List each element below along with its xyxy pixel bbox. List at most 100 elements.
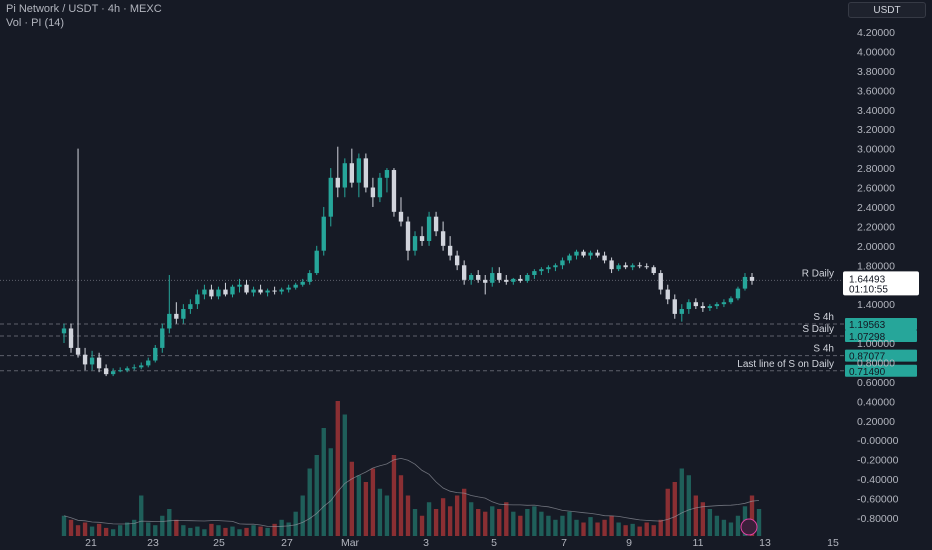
- level-price-tag: [845, 349, 917, 362]
- volume-bar: [714, 515, 720, 536]
- candle-body: [616, 265, 621, 270]
- volume-bar: [167, 509, 172, 536]
- volume-bar: [349, 461, 355, 536]
- candle-body: [454, 255, 460, 266]
- candle-body: [110, 371, 116, 375]
- volume-bar: [377, 488, 383, 536]
- candle-body: [82, 354, 88, 365]
- volume-bar: [405, 495, 411, 536]
- level-price-tag: [845, 318, 917, 331]
- volume-bar: [209, 523, 214, 536]
- volume-bar: [391, 455, 397, 536]
- candle-body: [525, 275, 530, 281]
- candle-body: [518, 278, 523, 281]
- volume-bar: [447, 506, 453, 536]
- volume-bar: [707, 509, 713, 536]
- candle-body: [447, 245, 453, 256]
- volume-bar: [532, 506, 537, 536]
- volume-bar: [721, 519, 727, 536]
- candle-body: [139, 365, 144, 368]
- volume-bar: [223, 527, 228, 536]
- price-tick-label: 0.60000: [857, 377, 895, 389]
- volume-bar: [328, 448, 333, 536]
- candle-body: [293, 284, 298, 288]
- volume-bar: [609, 515, 614, 536]
- volume-bar: [195, 526, 200, 536]
- volume-bar: [560, 515, 565, 536]
- volume-bar: [146, 522, 151, 536]
- chart-title[interactable]: Pi Network / USDT · 4h · MEXC: [6, 3, 162, 15]
- price-tick-label: 3.00000: [857, 144, 895, 156]
- current-price-value: 1.64493: [849, 274, 886, 285]
- candle-body: [174, 313, 179, 319]
- candle-body: [117, 370, 123, 372]
- volume-bar: [384, 495, 390, 536]
- candles-layer: [61, 146, 755, 377]
- volume-bar: [483, 511, 488, 536]
- price-tick-label: 1.80000: [857, 260, 895, 272]
- level-price-tag-text: 1.07298: [849, 332, 886, 343]
- volume-bar: [616, 522, 621, 536]
- volume-bar: [272, 523, 277, 536]
- current-price-badge[interactable]: [843, 271, 919, 296]
- volume-bar: [300, 495, 305, 536]
- candle-body: [483, 279, 488, 283]
- candle-body: [693, 302, 699, 307]
- volume-bar: [490, 506, 495, 536]
- time-axis[interactable]: 21 23 25 27 Mar 3 5 7 9 11 13 15: [85, 537, 839, 549]
- candle-body: [398, 211, 404, 222]
- candle-body: [574, 251, 579, 256]
- volume-ma-line: [63, 457, 760, 528]
- candle-body: [132, 367, 137, 369]
- candle-body: [300, 281, 305, 285]
- candle-body: [146, 360, 151, 366]
- level-price-tag: [845, 329, 917, 342]
- price-tick-label: 1.00000: [857, 338, 895, 350]
- candle-body: [103, 368, 109, 375]
- price-axis[interactable]: 4.20000 4.00000 3.80000 3.60000 3.40000 3.200…: [740, 27, 899, 536]
- time-tick-label: 3: [423, 537, 429, 549]
- candle-body: [377, 177, 383, 198]
- volume-bar: [602, 519, 607, 536]
- volume-bar: [307, 468, 312, 536]
- volume-bar: [546, 515, 551, 536]
- candle-body: [153, 347, 158, 361]
- candle-body: [651, 267, 656, 274]
- volume-bar: [426, 502, 432, 536]
- candle-body: [721, 302, 727, 305]
- price-tick-label: 0.80000: [857, 357, 895, 369]
- volume-bar: [476, 509, 481, 536]
- price-tick-label: -0.20000: [857, 455, 899, 467]
- candle-body: [644, 266, 649, 268]
- candle-body: [728, 298, 734, 303]
- price-tick-label: 3.60000: [857, 85, 895, 97]
- volume-bar: [553, 519, 558, 536]
- candle-body: [707, 306, 713, 309]
- volume-bar: [651, 525, 656, 536]
- candle-body: [419, 236, 425, 241]
- level-price-tag: [845, 364, 917, 377]
- candle-body: [188, 304, 193, 310]
- candle-body: [469, 275, 474, 280]
- currency-selector[interactable]: USDT: [848, 2, 926, 18]
- price-tick-label: 2.00000: [857, 241, 895, 253]
- candle-body: [335, 177, 340, 188]
- price-tick-label: 3.80000: [857, 66, 895, 78]
- candle-body: [356, 158, 362, 183]
- volume-bar: [623, 525, 628, 536]
- volume-bar: [672, 482, 677, 536]
- candle-body: [504, 279, 509, 282]
- candle-body: [742, 276, 748, 289]
- volume-bar: [518, 515, 523, 536]
- price-tick-label: 0.40000: [857, 396, 895, 408]
- price-tick-label: 2.40000: [857, 202, 895, 214]
- volume-bar: [103, 527, 109, 536]
- candle-body: [195, 294, 200, 305]
- price-tick-label: -0.00000: [857, 435, 899, 447]
- time-tick-label: 15: [827, 537, 839, 549]
- indicator-legend[interactable]: Vol · PI (14): [6, 17, 65, 29]
- candle-body: [609, 260, 614, 270]
- volume-bar: [581, 522, 586, 536]
- flash-icon[interactable]: [740, 518, 758, 536]
